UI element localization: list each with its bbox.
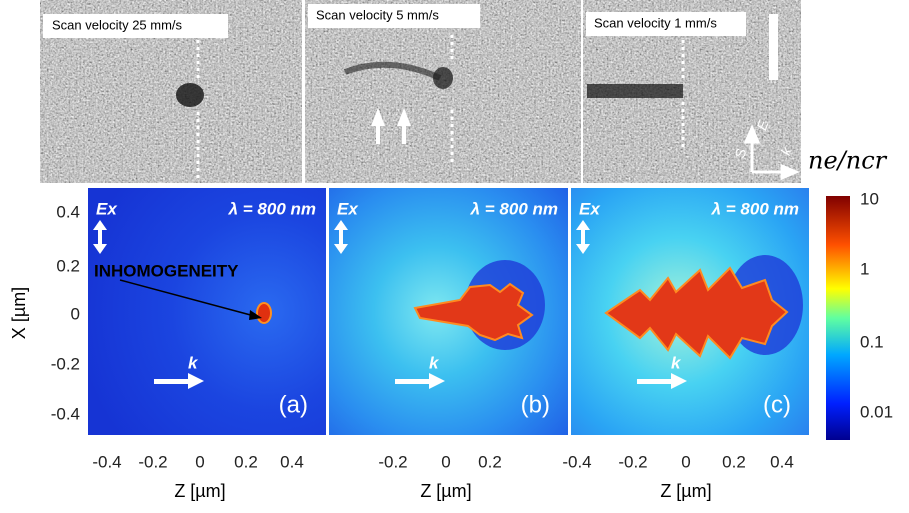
- label-box: [586, 12, 746, 36]
- k-arrow: [154, 379, 190, 384]
- k-arrow: [637, 379, 673, 384]
- field-arrowhead: [334, 244, 348, 254]
- ablation-spot: [433, 67, 453, 89]
- ablation-track: [343, 61, 442, 81]
- wavelength-label: λ = 800 nm: [470, 199, 558, 218]
- k-arrow: [395, 379, 431, 384]
- field-arrowhead: [93, 220, 107, 230]
- ablation-track: [587, 84, 683, 98]
- field-arrowhead: [576, 244, 590, 254]
- field-label: Ex: [337, 199, 359, 218]
- x-tick-label: 0.2: [722, 452, 746, 471]
- sim-image: [88, 188, 326, 435]
- annotation: INHOMOGENEITY: [94, 261, 239, 280]
- field-arrowhead: [334, 220, 348, 230]
- k-arrowhead: [429, 373, 445, 389]
- plasma: [413, 282, 534, 342]
- panel-tag: (b): [521, 391, 550, 418]
- x-tick-label: -0.2: [618, 452, 647, 471]
- x-tick-label: -0.2: [378, 452, 407, 471]
- field-arrowhead: [576, 220, 590, 230]
- plasma: [604, 266, 789, 360]
- k-arrowhead: [188, 373, 204, 389]
- k-arrowhead: [671, 373, 687, 389]
- x-axis-label: Z [µm]: [420, 481, 471, 501]
- sem-panels: Scan velocity 25 mm/s Scan velocity 5 mm…: [38, 0, 803, 185]
- annotation-arrowhead: [249, 310, 262, 320]
- sem-image: [303, 0, 583, 185]
- panel-label: Scan velocity 25 mm/s: [52, 17, 183, 32]
- x-tick-label: 0: [195, 452, 204, 471]
- k-label: k: [429, 353, 440, 372]
- x-axis-label: Z [µm]: [660, 481, 711, 501]
- plasma: [256, 302, 272, 324]
- y-tick-label: 0.4: [56, 202, 80, 221]
- wavelength-label: λ = 800 nm: [711, 199, 799, 218]
- panel-tag: (c): [763, 391, 791, 418]
- x-tick-label: 0.4: [280, 452, 304, 471]
- y-axis-label: X [µm]: [9, 287, 29, 339]
- colorbar-tick-label: 0.01: [860, 402, 893, 421]
- x-tick-label: 0.2: [234, 452, 258, 471]
- x-tick-label: 0.2: [478, 452, 502, 471]
- sim-labels: Ex λ = 800 nm k (a) -0.4 -0.2 0 0.2 0.4 Z [µm] Ex λ…: [51, 189, 893, 500]
- sim-panels: INHOMOGENEITY: [88, 188, 809, 435]
- k-label: k: [188, 353, 199, 372]
- wavelength-label: λ = 800 nm: [228, 199, 316, 218]
- label-box: [308, 4, 480, 28]
- x-tick-label: 0: [441, 452, 450, 471]
- colorbar: [826, 196, 850, 440]
- panel-tag: (a): [279, 391, 308, 418]
- y-tick-label: -0.2: [51, 354, 80, 373]
- panel-label: Scan velocity 5 mm/s: [316, 7, 439, 22]
- label-box: [43, 14, 228, 38]
- x-tick-label: -0.2: [138, 452, 167, 471]
- k-label: k: [671, 353, 682, 372]
- y-tick-label: -0.4: [51, 404, 80, 423]
- y-tick-label: 0.2: [56, 256, 80, 275]
- field-arrowhead: [93, 244, 107, 254]
- arrows: [371, 108, 411, 144]
- annotation-arrow: [119, 279, 259, 318]
- field-label: Ex: [579, 199, 601, 218]
- orientation-axes: [743, 124, 800, 181]
- panel-label: Scan velocity 1 mm/s: [594, 15, 717, 30]
- colorbar-tick-label: 0.1: [860, 332, 884, 351]
- field-label: Ex: [96, 199, 118, 218]
- x-axis-label: Z [µm]: [174, 481, 225, 501]
- colorbar-tick-label: 1: [860, 259, 869, 278]
- x-tick-label: 0.4: [770, 452, 794, 471]
- dotted-lines: [196, 35, 685, 178]
- x-tick-label: -0.4: [92, 452, 121, 471]
- scale-bar: [769, 14, 778, 80]
- colorbar-tick-label: 10: [860, 189, 879, 208]
- colorbar-title: ne/ncr: [808, 147, 888, 175]
- x-tick-label: 0: [681, 452, 690, 471]
- x-tick-label: -0.4: [562, 452, 591, 471]
- y-tick-label: 0: [71, 304, 80, 323]
- ablation-spot: [176, 83, 204, 107]
